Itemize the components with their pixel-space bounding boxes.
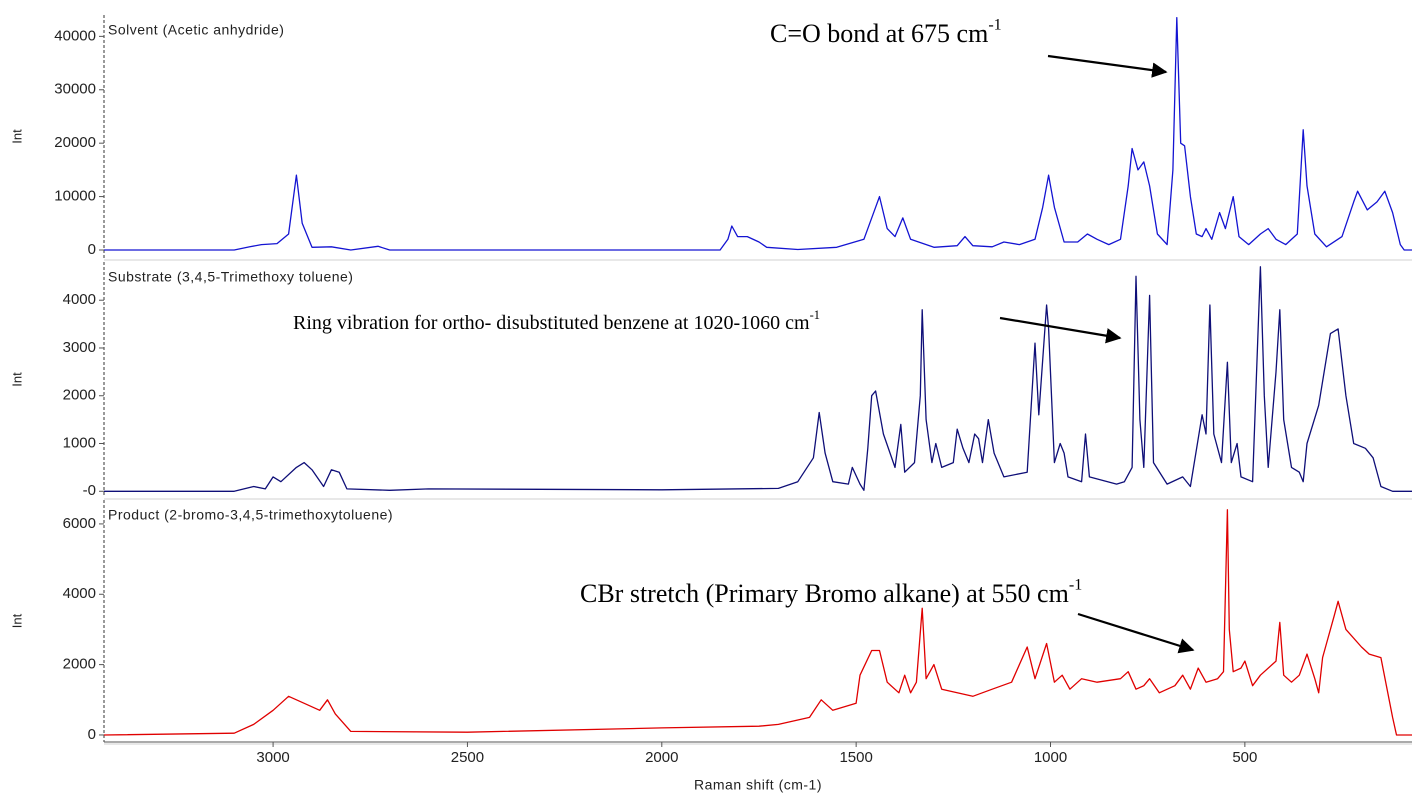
x-tick-label: 2500 xyxy=(451,749,484,766)
x-tick-label: 1000 xyxy=(1034,749,1067,766)
annotation-text: CBr stretch (Primary Bromo alkane) at 55… xyxy=(580,579,1069,608)
x-tick-label: 2000 xyxy=(645,749,678,766)
x-tick-label: 500 xyxy=(1232,749,1257,766)
annotation: Ring vibration for ortho- disubstituted … xyxy=(293,308,820,334)
spectrum-line xyxy=(104,17,1412,251)
x-tick-label: 1500 xyxy=(839,749,872,766)
panel-label: Product (2-bromo-3,4,5-trimethoxytoluene… xyxy=(108,507,393,523)
x-axis-label: Raman shift (cm-1) xyxy=(694,777,822,793)
spectrum-line xyxy=(104,266,1412,492)
annotation-text: Ring vibration for ortho- disubstituted … xyxy=(293,312,810,334)
y-tick-label: -0 xyxy=(83,482,96,499)
y-axis-label: Int xyxy=(9,372,24,387)
annotation: C=O bond at 675 cm-1 xyxy=(770,16,1002,48)
y-tick-label: 20000 xyxy=(54,134,96,151)
y-axis-label: Int xyxy=(9,613,24,628)
annotation-arrow xyxy=(1077,612,1195,654)
annotation: CBr stretch (Primary Bromo alkane) at 55… xyxy=(580,576,1082,608)
y-tick-label: 30000 xyxy=(54,81,96,98)
spectrum-line xyxy=(103,509,1412,736)
x-tick-label: 3000 xyxy=(256,749,289,766)
y-tick-label: 6000 xyxy=(63,515,96,532)
y-tick-label: 1000 xyxy=(63,434,96,451)
panel-label: Solvent (Acetic anhydride) xyxy=(108,22,284,38)
annotation-superscript: -1 xyxy=(810,308,820,322)
y-tick-label: 40000 xyxy=(54,27,96,44)
panel-label: Substrate (3,4,5-Trimethoxy toluene) xyxy=(108,269,353,285)
annotation-arrow xyxy=(1047,54,1168,78)
annotation-arrow xyxy=(999,316,1122,344)
annotation-superscript: -1 xyxy=(988,16,1001,33)
annotation-superscript: -1 xyxy=(1069,576,1082,593)
y-tick-label: 0 xyxy=(88,241,96,258)
y-axis-label: Int xyxy=(9,129,24,144)
y-tick-label: 3000 xyxy=(63,339,96,356)
y-tick-label: 4000 xyxy=(63,291,96,308)
y-tick-label: 0 xyxy=(88,726,96,743)
y-tick-label: 2000 xyxy=(63,656,96,673)
y-tick-label: 10000 xyxy=(54,188,96,205)
y-tick-label: 2000 xyxy=(63,387,96,404)
annotation-text: C=O bond at 675 cm xyxy=(770,19,988,48)
y-tick-label: 4000 xyxy=(63,585,96,602)
